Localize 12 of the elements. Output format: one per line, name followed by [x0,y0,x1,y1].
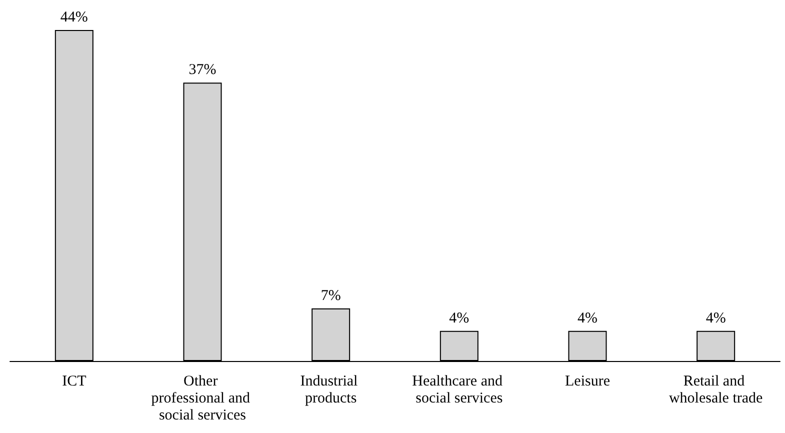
x-tick-label: Healthcare and social services [412,374,506,406]
x-tick-label: Retail and wholesale trade [668,374,764,406]
data-label: 4% [578,310,598,326]
data-label: 44% [60,10,88,26]
x-tick-label: Industrial products [300,374,362,406]
data-label: 37% [188,62,216,78]
x-tick-label: Leisure [565,374,610,390]
x-tick-label: Other professional and social services [151,374,254,424]
x-tick-label: ICT [62,374,86,390]
data-label: 4% [449,310,470,326]
data-label: 7% [320,288,341,304]
data-label: 4% [706,310,726,326]
